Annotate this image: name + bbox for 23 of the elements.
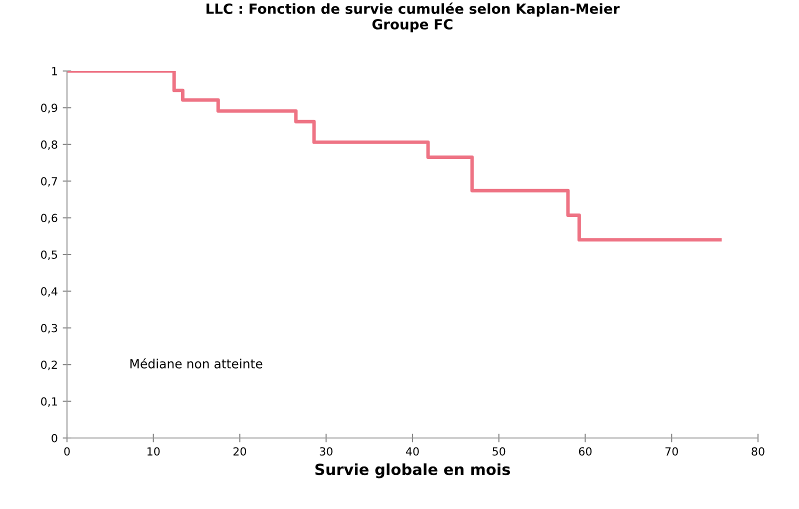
y-tick-label: 0,7 bbox=[41, 177, 58, 187]
y-tick-label: 0,6 bbox=[41, 214, 58, 224]
y-tick-label: 0,8 bbox=[41, 140, 58, 150]
annotation: Médiane non atteinte bbox=[130, 358, 262, 368]
y-tick-label: 0,3 bbox=[41, 324, 58, 334]
y-tick-label: 0 bbox=[52, 434, 58, 442]
x-tick-label: 70 bbox=[665, 447, 678, 456]
x-tick-label: 60 bbox=[578, 447, 592, 456]
x-tick-label: 20 bbox=[233, 447, 246, 456]
x-tick-label: 80 bbox=[752, 447, 764, 456]
x-tick-label: 30 bbox=[320, 447, 332, 456]
y-tick-label: 0,9 bbox=[41, 104, 58, 114]
x-tick-label: 40 bbox=[406, 447, 419, 456]
x-tick-label: 0 bbox=[64, 447, 70, 456]
x-tick-label: 50 bbox=[492, 447, 506, 456]
y-tick-label: 0,4 bbox=[41, 287, 58, 297]
y-tick-label: 1 bbox=[52, 67, 57, 76]
y-tick-label: 0,2 bbox=[41, 360, 57, 370]
x-tick-label: 10 bbox=[148, 447, 160, 456]
y-tick-label: 0,1 bbox=[41, 397, 57, 407]
chart-title: LLC : Fonction de survie cumulée selon Kaplan-Meier Groupe FC bbox=[206, 2, 620, 32]
y-tick-label: 0,5 bbox=[41, 250, 57, 260]
x-axis-title: Survie globale en mois bbox=[315, 463, 510, 478]
